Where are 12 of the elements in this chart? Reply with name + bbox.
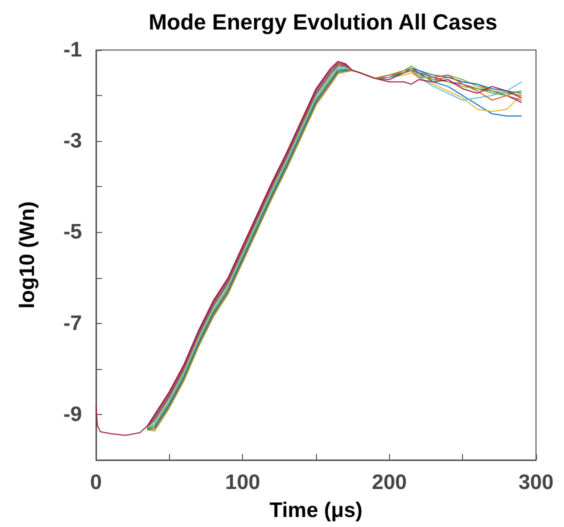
y-tick-label: -1 <box>63 38 82 62</box>
y-tick-label: -9 <box>63 402 82 426</box>
x-tick-label: 0 <box>90 471 102 494</box>
y-tick-label: -3 <box>63 130 82 153</box>
x-tick-label: 300 <box>518 471 554 494</box>
y-tick-label: -7 <box>63 312 82 335</box>
x-axis-title: Time (μs) <box>270 499 362 522</box>
chart-title: Mode Energy Evolution All Cases <box>148 10 498 34</box>
x-tick-label: 200 <box>372 471 407 494</box>
y-tick-label: -5 <box>63 220 82 244</box>
x-tick-label: 100 <box>225 471 260 494</box>
y-axis-title: log10 (Wn) <box>16 201 39 309</box>
